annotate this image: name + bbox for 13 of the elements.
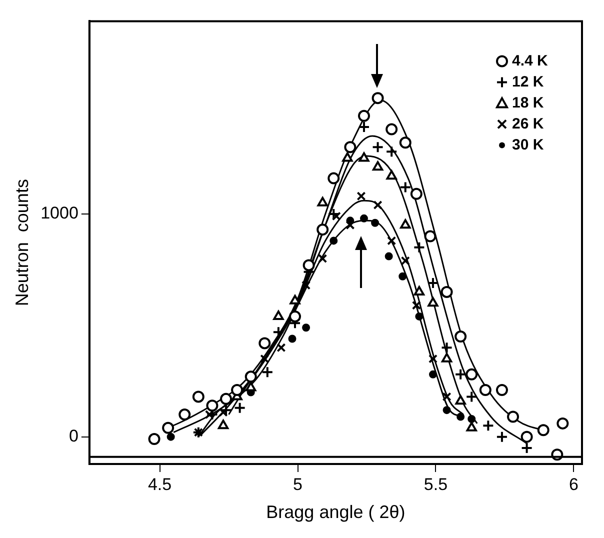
x-tick-label: 4.5 <box>148 474 172 494</box>
y-tick-label: 1000 <box>40 204 78 223</box>
legend-label: 4.4 K <box>512 52 548 70</box>
legend-label: 18 K <box>512 94 544 112</box>
legend-label: 30 K <box>512 136 544 154</box>
legend-label: 26 K <box>512 115 544 132</box>
x-tick-label: 5.5 <box>424 474 448 494</box>
y-tick-label: 0 <box>68 426 78 446</box>
y-axis-title: Neutron counts <box>12 179 32 306</box>
legend-label: 12 K <box>512 73 544 90</box>
x-tick-label: 5 <box>293 474 302 494</box>
x-tick-label: 6 <box>568 474 578 494</box>
x-axis-title: Bragg angle ( 2θ) <box>266 502 406 522</box>
